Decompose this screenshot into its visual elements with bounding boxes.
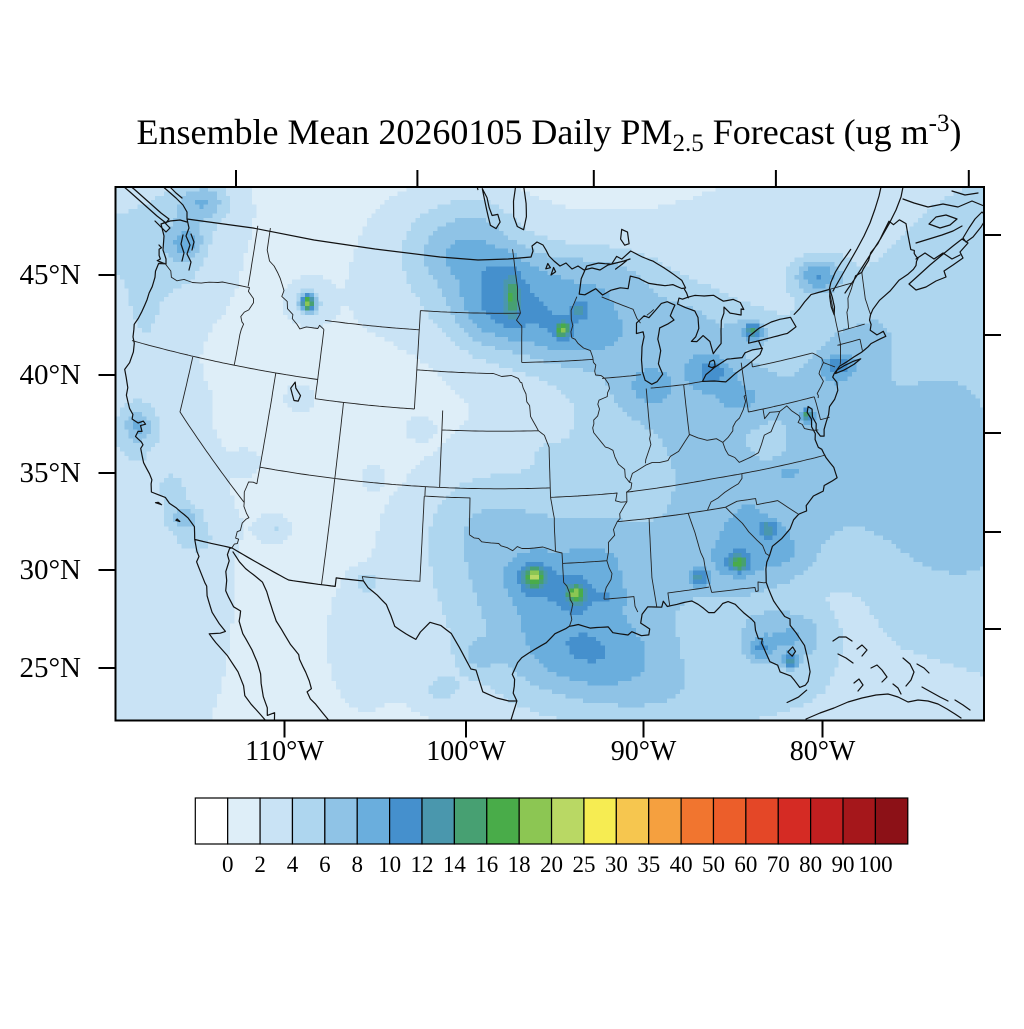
svg-text:30: 30 [605,852,628,877]
svg-text:10: 10 [378,852,401,877]
svg-text:30°N: 30°N [19,554,81,586]
svg-text:35°N: 35°N [19,457,81,489]
svg-text:2: 2 [254,852,266,877]
svg-text:45°N: 45°N [19,259,81,291]
svg-text:14: 14 [443,852,467,877]
svg-text:20: 20 [540,852,563,877]
svg-text:0: 0 [222,852,234,877]
svg-text:25°N: 25°N [19,652,81,684]
svg-text:100°W: 100°W [426,736,506,767]
svg-text:18: 18 [508,852,531,877]
svg-text:40: 40 [670,852,693,877]
svg-text:50: 50 [702,852,725,877]
svg-text:4: 4 [287,852,299,877]
svg-text:110°W: 110°W [245,736,324,767]
svg-text:60: 60 [734,852,757,877]
svg-text:35: 35 [637,852,660,877]
svg-text:70: 70 [767,852,790,877]
svg-text:100: 100 [858,852,893,877]
svg-text:40°N: 40°N [19,359,81,391]
svg-text:90°W: 90°W [611,736,677,767]
svg-text:80°W: 80°W [790,736,856,767]
svg-text:90: 90 [832,852,855,877]
svg-text:25: 25 [572,852,595,877]
svg-text:6: 6 [319,852,331,877]
svg-text:12: 12 [411,852,434,877]
svg-text:80: 80 [799,852,822,877]
svg-text:Ensemble Mean 20260105 Daily P: Ensemble Mean 20260105 Daily PM2.5 Forec… [137,110,962,157]
svg-text:16: 16 [475,852,498,877]
svg-text:8: 8 [351,852,363,877]
